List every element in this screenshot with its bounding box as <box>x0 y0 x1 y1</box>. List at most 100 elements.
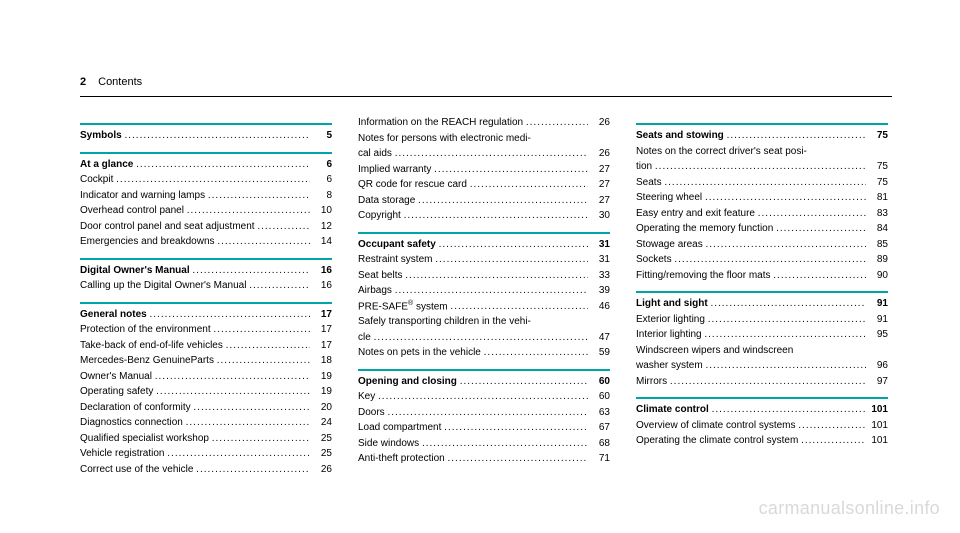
toc-row: Qualified specialist workshop ..........… <box>80 431 332 447</box>
section-rule <box>80 152 332 154</box>
toc-row: Key ....................................… <box>358 389 610 405</box>
toc-leader-dots: ........................................… <box>422 436 588 452</box>
toc-page-number: 25 <box>310 431 332 447</box>
toc-leader-dots: ........................................… <box>526 115 588 131</box>
page-number: 2 <box>80 76 86 88</box>
toc-page-number: 31 <box>588 252 610 268</box>
toc-label: QR code for rescue card <box>358 177 467 193</box>
toc-row: Steering wheel .........................… <box>636 190 888 206</box>
toc-label: Occupant safety <box>358 237 436 253</box>
toc-label: Notes on pets in the vehicle <box>358 345 481 361</box>
toc-label: Qualified specialist workshop <box>80 431 209 447</box>
toc-page-number: 96 <box>866 358 888 374</box>
toc-leader-dots: ........................................… <box>405 268 588 284</box>
toc-row: Doors ..................................… <box>358 405 610 421</box>
toc-leader-dots: ........................................… <box>773 268 866 284</box>
toc-column-3: Seats and stowing ......................… <box>636 115 888 477</box>
toc-label: Overview of climate control systems <box>636 418 796 434</box>
section-rule <box>636 291 888 293</box>
toc-row: PRE-SAFE® system .......................… <box>358 299 610 315</box>
toc-row: Easy entry and exit feature ............… <box>636 206 888 222</box>
toc-label: Interior lighting <box>636 327 702 343</box>
toc-row: Side windows ...........................… <box>358 436 610 452</box>
page-header: 2 Contents <box>80 76 892 88</box>
toc-label: Copyright <box>358 208 401 224</box>
toc-leader-dots: ........................................… <box>710 296 866 312</box>
toc-leader-dots: ........................................… <box>801 433 865 449</box>
toc-leader-dots: ........................................… <box>674 252 866 268</box>
toc-label: Symbols <box>80 128 122 144</box>
toc-page-number: 12 <box>310 219 332 235</box>
page: 2 Contents Symbols ......................… <box>0 0 960 533</box>
toc-row: Correct use of the vehicle .............… <box>80 462 332 478</box>
toc-page-number: 16 <box>310 263 332 279</box>
toc-page-number: 68 <box>588 436 610 452</box>
toc-label: PRE-SAFE® system <box>358 299 448 315</box>
toc-page-number: 67 <box>588 420 610 436</box>
toc-row: Sockets ................................… <box>636 252 888 268</box>
toc-label: cal aids <box>358 146 392 162</box>
toc-leader-dots: ........................................… <box>193 400 310 416</box>
toc-page-number: 30 <box>588 208 610 224</box>
toc-leader-dots: ........................................… <box>448 451 589 467</box>
toc-page-number: 101 <box>865 418 888 434</box>
toc-leader-dots: ........................................… <box>705 358 866 374</box>
toc-page-number: 60 <box>588 374 610 390</box>
toc-page-number: 101 <box>865 433 888 449</box>
toc-row: Calling up the Digital Owner's Manual ..… <box>80 278 332 294</box>
toc-page-number: 91 <box>866 296 888 312</box>
toc-leader-dots: ........................................… <box>776 221 866 237</box>
toc-label: cle <box>358 330 371 346</box>
toc-page-number: 47 <box>588 330 610 346</box>
toc-label: Correct use of the vehicle <box>80 462 193 478</box>
section-rule <box>80 123 332 125</box>
toc-label: Steering wheel <box>636 190 702 206</box>
header-title: Contents <box>98 76 142 88</box>
toc-label: Digital Owner's Manual <box>80 263 190 279</box>
toc-leader-dots: ........................................… <box>444 420 588 436</box>
toc-leader-dots: ........................................… <box>460 374 588 390</box>
toc-row: At a glance ............................… <box>80 157 332 173</box>
toc-label: Sockets <box>636 252 672 268</box>
toc-page-number: 101 <box>865 402 888 418</box>
toc-label: Fitting/removing the floor mats <box>636 268 771 284</box>
toc-label-line1: Safely transporting children in the vehi… <box>358 314 610 330</box>
toc-row: Notes on pets in the vehicle ...........… <box>358 345 610 361</box>
toc-page-number: 16 <box>310 278 332 294</box>
section-rule <box>358 369 610 371</box>
toc-page-number: 91 <box>866 312 888 328</box>
toc-label: Mercedes-Benz GenuineParts <box>80 353 214 369</box>
toc-leader-dots: ........................................… <box>212 431 310 447</box>
toc-leader-dots: ........................................… <box>374 330 588 346</box>
toc-row: Vehicle registration ...................… <box>80 446 332 462</box>
toc-row: Door control panel and seat adjustment .… <box>80 219 332 235</box>
toc-leader-dots: ........................................… <box>213 322 310 338</box>
toc-leader-dots: ........................................… <box>705 190 866 206</box>
toc-row: Declaration of conformity ..............… <box>80 400 332 416</box>
toc-leader-dots: ........................................… <box>418 193 588 209</box>
toc-page-number: 6 <box>310 157 332 173</box>
toc-label: Seat belts <box>358 268 402 284</box>
section-rule <box>636 123 888 125</box>
toc-leader-dots: ........................................… <box>439 237 588 253</box>
toc-leader-dots: ........................................… <box>404 208 588 224</box>
toc-leader-dots: ........................................… <box>116 172 310 188</box>
toc-page-number: 84 <box>866 221 888 237</box>
toc-page-number: 71 <box>588 451 610 467</box>
toc-label: Opening and closing <box>358 374 457 390</box>
toc-label: Take-back of end-of-life vehicles <box>80 338 223 354</box>
toc-page-number: 17 <box>310 307 332 323</box>
toc-leader-dots: ........................................… <box>217 234 310 250</box>
toc-leader-dots: ........................................… <box>708 312 866 328</box>
toc-page-number: 27 <box>588 162 610 178</box>
toc-page-number: 75 <box>866 175 888 191</box>
toc-row: Fitting/removing the floor mats ........… <box>636 268 888 284</box>
toc-page-number: 26 <box>588 115 610 131</box>
toc-label: Calling up the Digital Owner's Manual <box>80 278 246 294</box>
toc-leader-dots: ........................................… <box>249 278 310 294</box>
toc-label: Climate control <box>636 402 709 418</box>
toc-leader-dots: ........................................… <box>798 418 865 434</box>
toc-page-number: 18 <box>310 353 332 369</box>
toc-label: Easy entry and exit feature <box>636 206 755 222</box>
toc-row: washer system ..........................… <box>636 358 888 374</box>
